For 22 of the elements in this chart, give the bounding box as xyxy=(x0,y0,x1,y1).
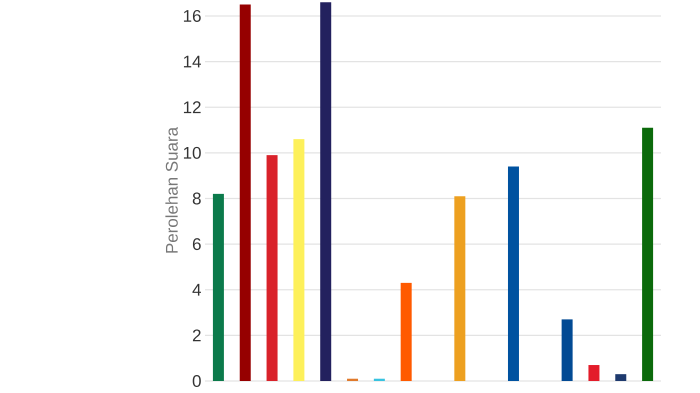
bar xyxy=(588,365,600,381)
bar xyxy=(266,155,278,381)
bar xyxy=(240,4,251,381)
bar xyxy=(400,282,412,381)
y-tick-label: 10 xyxy=(184,146,201,159)
bar xyxy=(212,194,224,381)
y-tick-label: 8 xyxy=(192,192,201,204)
y-tick-label: 0 xyxy=(192,375,201,387)
y-tick-label: 14 xyxy=(184,56,201,68)
bar xyxy=(293,139,304,381)
y-axis-title: Perolehan Suara xyxy=(165,126,178,253)
bar xyxy=(454,196,466,381)
bar xyxy=(642,128,654,381)
y-tick-label: 6 xyxy=(192,238,201,250)
bar xyxy=(562,319,573,381)
y-tick-label: 4 xyxy=(192,284,201,296)
y-tick-label: 12 xyxy=(184,101,201,114)
bar xyxy=(615,374,626,381)
y-tick-label: 2 xyxy=(192,329,201,342)
y-tick-label: 16 xyxy=(184,10,201,22)
bar xyxy=(320,2,332,381)
bar xyxy=(508,166,519,381)
